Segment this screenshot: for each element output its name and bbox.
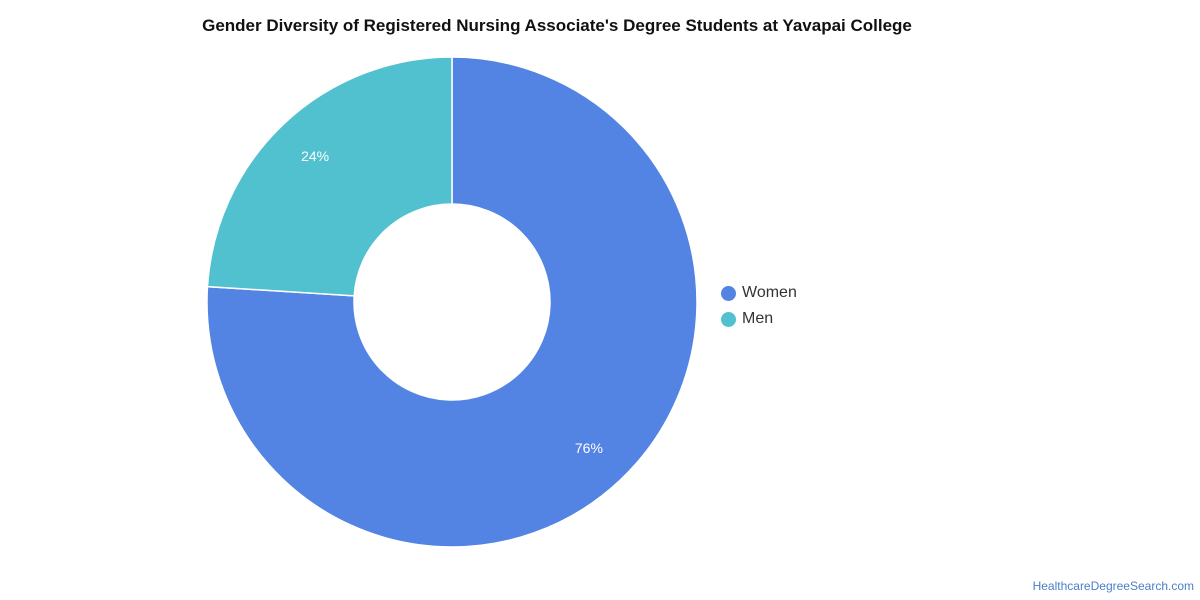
source-link[interactable]: HealthcareDegreeSearch.com (1032, 579, 1194, 593)
slice-women[interactable] (206, 56, 698, 548)
legend-item-women[interactable]: Women (721, 280, 797, 306)
legend-swatch-women (721, 285, 736, 301)
legend-item-men[interactable]: Men (721, 306, 797, 332)
slice-label-women: 76% (575, 440, 603, 456)
slice-label-men: 24% (301, 148, 329, 164)
chart-legend: Women Men (721, 280, 797, 332)
legend-swatch-men (721, 311, 736, 327)
chart-title: Gender Diversity of Registered Nursing A… (202, 16, 912, 35)
slice-men[interactable] (206, 56, 453, 297)
legend-label: Men (742, 310, 774, 327)
legend-label: Women (742, 284, 797, 301)
